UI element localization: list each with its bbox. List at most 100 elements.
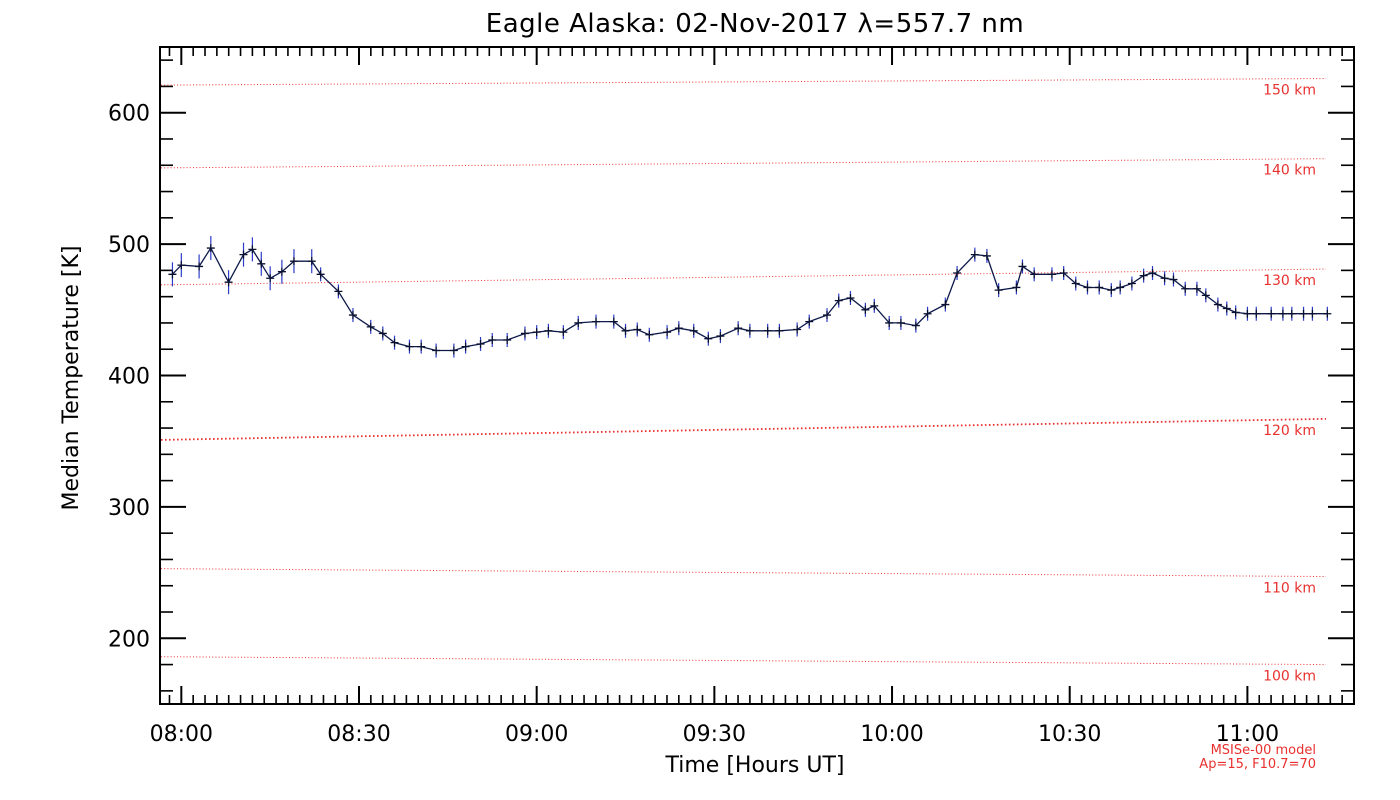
plot-frame: [159, 46, 1355, 705]
data-point-3: [206, 244, 215, 253]
data-point-88: [1308, 309, 1317, 318]
data-point-16: [378, 329, 387, 338]
x-tick-label-3: 09:30: [683, 722, 746, 747]
params-note: Ap=15, F10.7=70: [1199, 757, 1316, 772]
data-point-6: [248, 245, 257, 254]
data-point-4: [224, 278, 233, 287]
data-point-63: [1030, 270, 1039, 279]
x-tick-label-5: 10:30: [1038, 722, 1101, 747]
data-point-76: [1181, 284, 1190, 293]
data-point-51: [870, 301, 879, 310]
data-point-56: [941, 300, 950, 309]
data-point-30: [574, 318, 583, 327]
data-point-10: [289, 257, 298, 266]
data-point-89: [1323, 309, 1332, 318]
x-axis-label: Time [Hours UT]: [665, 753, 845, 778]
data-point-23: [476, 339, 485, 348]
data-point-57: [953, 269, 962, 278]
data-point-40: [716, 332, 725, 341]
data-point-2: [195, 262, 204, 271]
data-point-37: [674, 324, 683, 333]
data-point-47: [823, 311, 832, 320]
reference-label-4: 110 km: [1263, 581, 1316, 597]
altitude-reference-lines: 150 km 140 km 130 km 120 km 110 km 100 km: [160, 78, 1327, 685]
reference-line-2: [160, 268, 1327, 286]
data-point-78: [1201, 291, 1210, 300]
data-point-58: [970, 250, 979, 259]
y-tick-label-1: 300: [108, 496, 150, 521]
data-point-77: [1192, 284, 1201, 293]
data-point-15: [366, 322, 375, 331]
x-tick-label-6: 11:00: [1216, 722, 1279, 747]
reference-label-1: 140 km: [1263, 163, 1316, 179]
data-point-7: [257, 259, 266, 268]
data-point-25: [503, 336, 512, 345]
data-point-65: [1059, 269, 1068, 278]
data-point-35: [645, 330, 654, 339]
data-point-79: [1213, 300, 1222, 309]
model-note: MSISe-00 model: [1211, 743, 1316, 758]
data-point-5: [239, 250, 248, 259]
data-point-86: [1287, 309, 1296, 318]
reference-line-4: [160, 568, 1327, 578]
data-point-39: [704, 334, 713, 343]
data-point-80: [1222, 304, 1231, 313]
reference-label-5: 100 km: [1263, 669, 1316, 685]
axis-ticks: 08:00 08:30 09:00 09:30 10:00 10:30 11:00 200 30…: [108, 47, 1355, 747]
reference-label-2: 130 km: [1263, 273, 1316, 289]
data-point-52: [885, 318, 894, 327]
reference-line-1: [160, 158, 1327, 169]
data-point-9: [277, 267, 286, 276]
x-tick-label-1: 08:30: [327, 722, 390, 747]
y-tick-label-2: 400: [108, 365, 150, 390]
data-point-17: [390, 338, 399, 347]
y-tick-label-0: 200: [108, 627, 150, 652]
data-point-31: [592, 317, 601, 326]
data-point-61: [1012, 283, 1021, 292]
data-point-68: [1095, 283, 1104, 292]
data-point-36: [663, 328, 672, 337]
reference-label-3: 120 km: [1263, 423, 1316, 439]
data-point-87: [1299, 309, 1308, 318]
data-point-75: [1169, 275, 1178, 284]
data-point-82: [1243, 309, 1252, 318]
data-point-43: [763, 326, 772, 335]
y-tick-label-3: 500: [108, 233, 150, 258]
data-point-29: [559, 328, 568, 337]
data-point-60: [994, 286, 1003, 295]
data-point-85: [1278, 309, 1287, 318]
data-point-18: [405, 342, 414, 351]
data-point-66: [1071, 279, 1080, 288]
data-point-32: [609, 317, 618, 326]
data-point-12: [316, 270, 325, 279]
data-point-49: [846, 293, 855, 302]
data-point-54: [911, 321, 920, 330]
data-point-74: [1160, 274, 1169, 283]
data-point-81: [1231, 308, 1240, 317]
data-point-48: [834, 296, 843, 305]
data-point-27: [532, 328, 541, 337]
data-point-73: [1148, 269, 1157, 278]
data-point-38: [689, 326, 698, 335]
x-tick-label-4: 10:00: [860, 722, 923, 747]
reference-line-0: [160, 78, 1327, 86]
chart-title: Eagle Alaska: 02-Nov-2017 λ=557.7 nm: [486, 9, 1024, 39]
data-point-44: [775, 326, 784, 335]
data-point-46: [805, 317, 814, 326]
y-axis-label: Median Temperature [K]: [59, 246, 84, 511]
temperature-series: [168, 236, 1332, 358]
data-point-19: [417, 342, 426, 351]
data-point-62: [1018, 262, 1027, 271]
data-point-84: [1267, 309, 1276, 318]
data-point-0: [168, 270, 177, 279]
data-point-69: [1107, 286, 1116, 295]
data-point-28: [544, 326, 553, 335]
data-point-33: [621, 326, 630, 335]
data-point-64: [1047, 270, 1056, 279]
y-tick-label-4: 600: [108, 102, 150, 127]
data-point-67: [1083, 283, 1092, 292]
data-point-41: [734, 324, 743, 333]
data-point-42: [745, 326, 754, 335]
data-point-59: [982, 251, 991, 260]
